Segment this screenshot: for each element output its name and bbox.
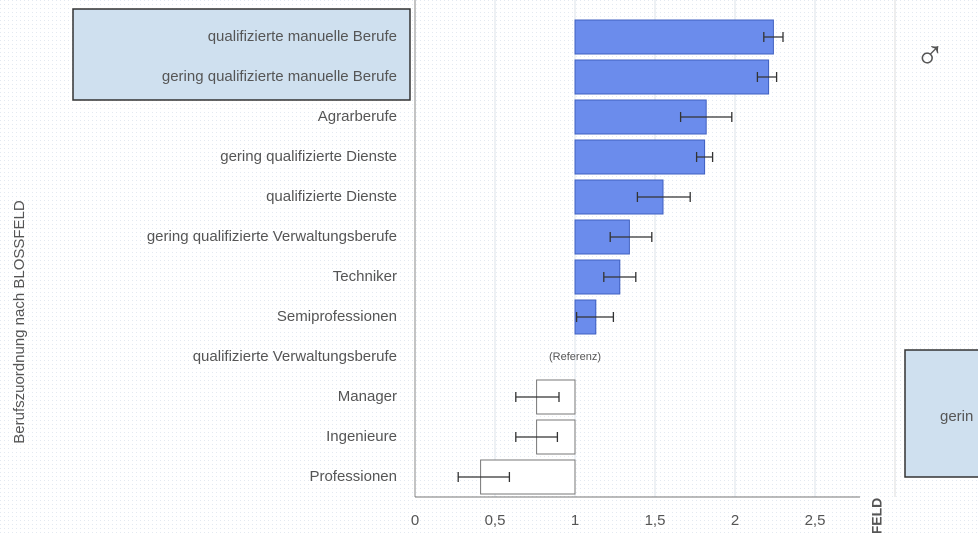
y-tick-label: qualifizierte manuelle Berufe	[208, 28, 397, 45]
x-tick-label: 2	[731, 512, 739, 529]
y-tick-label: qualifizierte Dienste	[266, 188, 397, 205]
error-bar	[695, 152, 714, 162]
y-tick-label: Manager	[338, 388, 397, 405]
error-bar	[763, 32, 784, 42]
error-bar	[636, 192, 691, 202]
y-tick-label: Semiprofessionen	[277, 308, 397, 325]
y-tick-label: gering qualifizierte Dienste	[220, 148, 397, 165]
bar	[574, 139, 706, 175]
y-tick-label: Ingenieure	[326, 428, 397, 445]
error-bar	[515, 432, 559, 442]
y-tick-label: gering qualifizierte manuelle Berufe	[162, 68, 397, 85]
reference-label: (Referenz)	[549, 351, 601, 363]
y-tick-label: Agrarberufe	[318, 108, 397, 125]
x-tick-label: 1	[571, 512, 579, 529]
bar	[574, 19, 774, 55]
x-tick-label: 0	[411, 512, 419, 529]
highlight-box	[72, 8, 411, 101]
gender-symbol: ♂	[915, 34, 945, 78]
x-tick-label: 1,5	[645, 512, 666, 529]
error-bar	[609, 232, 653, 242]
fragment-text: gerin	[940, 408, 973, 425]
y-axis-label: Berufszuordnung nach BLOSSFELD	[11, 200, 28, 444]
y-tick-label: gering qualifizierte Verwaltungsberufe	[147, 228, 397, 245]
error-bar	[515, 392, 560, 402]
error-bar	[603, 272, 637, 282]
y-tick-label: Professionen	[309, 468, 397, 485]
error-bar	[679, 112, 733, 122]
error-bar	[457, 472, 511, 482]
x-tick-label: 0,5	[485, 512, 506, 529]
y-tick-label: Techniker	[333, 268, 397, 285]
fragment-text: FELD	[869, 498, 885, 533]
side-box	[904, 349, 978, 478]
error-bar	[575, 312, 615, 322]
bar	[574, 59, 770, 95]
y-tick-label: qualifizierte Verwaltungsberufe	[193, 348, 397, 365]
error-bar	[756, 72, 778, 82]
x-tick-label: 2,5	[805, 512, 826, 529]
